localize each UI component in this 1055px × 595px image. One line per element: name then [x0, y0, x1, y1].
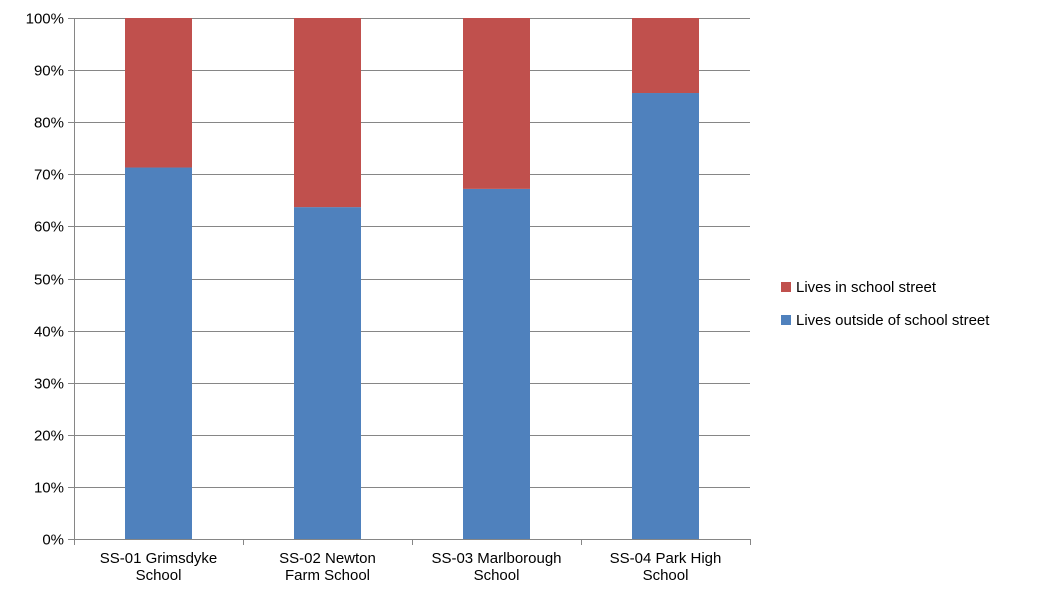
bar-segment-lives-outside-of-school-street: [463, 188, 530, 539]
x-axis-category-label: Farm School: [285, 567, 370, 584]
bar-segment-lives-in-school-street: [125, 18, 192, 168]
y-axis-tick-label: 10%: [34, 480, 64, 497]
y-axis-tick-label: 40%: [34, 324, 64, 341]
bar-segment-lives-outside-of-school-street: [294, 207, 361, 540]
x-axis-category-label: SS-04 Park High: [610, 550, 722, 567]
legend: Lives in school street Lives outside of s…: [781, 279, 990, 329]
y-axis-tick-label: 80%: [34, 115, 64, 132]
bar-segment-lives-in-school-street: [463, 18, 530, 189]
bar-segment-lives-in-school-street: [294, 18, 361, 208]
y-axis-tick-label: 0%: [42, 532, 64, 549]
y-axis-tick-label: 100%: [26, 11, 64, 28]
y-axis-tick-label: 60%: [34, 219, 64, 236]
bar-segment-lives-outside-of-school-street: [632, 93, 699, 540]
y-axis-tick-label: 70%: [34, 167, 64, 184]
y-axis-tick-labels: 0% 10% 20% 30% 40% 50% 60% 70% 80% 90% 100%: [26, 11, 64, 549]
x-axis-category-label: SS-01 Grimsdyke: [100, 550, 218, 567]
x-axis-category-label: SS-02 Newton: [279, 550, 376, 567]
y-axis-tick-label: 50%: [34, 272, 64, 289]
bars: [125, 18, 699, 540]
axes: [68, 18, 751, 545]
y-axis-tick-label: 30%: [34, 376, 64, 393]
legend-swatch: [781, 282, 791, 292]
bar-segment-lives-outside-of-school-street: [125, 167, 192, 540]
legend-label: Lives outside of school street: [796, 312, 990, 329]
x-axis-category-label: School: [474, 567, 520, 584]
x-axis-category-label: School: [643, 567, 689, 584]
y-axis-tick-label: 90%: [34, 63, 64, 80]
y-axis-tick-label: 20%: [34, 428, 64, 445]
x-axis-category-label: School: [136, 567, 182, 584]
legend-label: Lives in school street: [796, 279, 937, 296]
legend-swatch: [781, 315, 791, 325]
bar-segment-lives-in-school-street: [632, 18, 699, 94]
x-axis-category-label: SS-03 Marlborough: [431, 550, 561, 567]
